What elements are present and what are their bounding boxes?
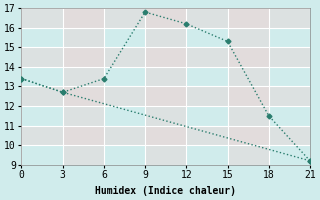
Bar bbox=[21, 126, 310, 145]
Bar bbox=[228, 8, 269, 165]
Bar bbox=[63, 8, 104, 165]
Bar bbox=[21, 8, 310, 28]
Bar bbox=[21, 47, 310, 67]
Bar bbox=[145, 8, 186, 165]
Bar bbox=[21, 86, 310, 106]
X-axis label: Humidex (Indice chaleur): Humidex (Indice chaleur) bbox=[95, 186, 236, 196]
